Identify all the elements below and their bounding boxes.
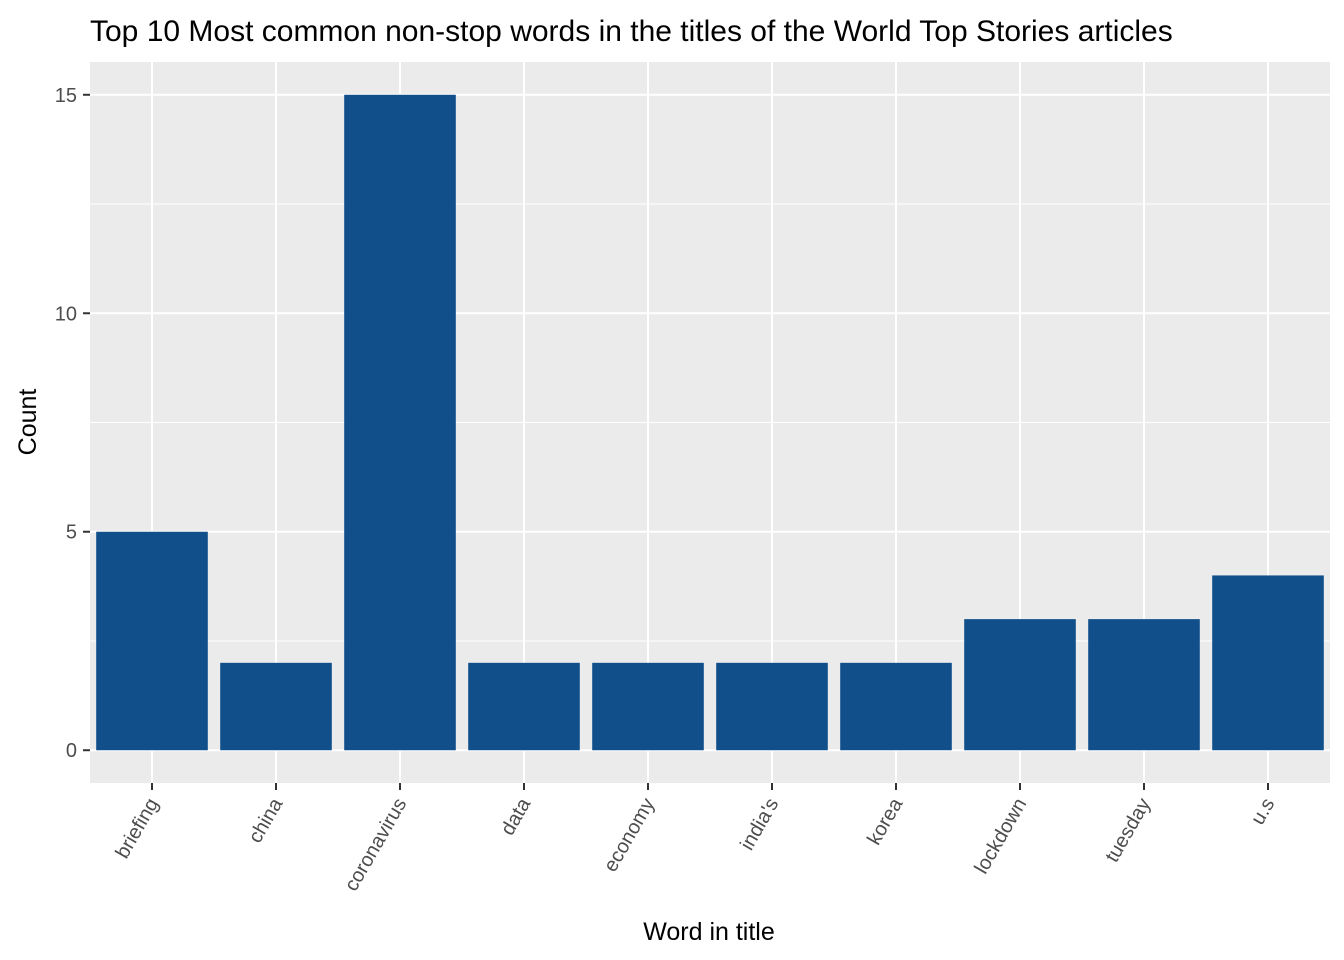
x-tick-label: lockdown	[971, 795, 1032, 878]
bar-lockdown	[964, 619, 1076, 751]
x-tick-label: economy	[600, 795, 660, 876]
bar-coronavirus	[344, 94, 456, 751]
x-tick-label: tuesday	[1101, 795, 1155, 867]
bar-briefing	[96, 531, 208, 751]
bars	[96, 94, 1324, 751]
y-axis: 0 5 10 15	[55, 85, 90, 762]
x-axis-title: Word in title	[643, 918, 775, 946]
bar-tuesday	[1088, 619, 1200, 751]
bar-economy	[592, 662, 704, 751]
chart-title: Top 10 Most common non-stop words in the…	[90, 15, 1173, 48]
x-tick-label: briefing	[111, 795, 163, 863]
y-tick-label: 0	[66, 740, 77, 762]
bar-china	[220, 662, 332, 751]
x-tick-label: korea	[863, 794, 908, 849]
y-axis-title: Count	[14, 389, 42, 456]
y-tick-label: 5	[66, 522, 77, 544]
bar-data	[468, 662, 580, 751]
x-tick-label: china	[244, 794, 287, 847]
y-tick-label: 10	[55, 303, 77, 325]
bar-india-s	[716, 662, 828, 751]
x-axis: briefing china coronavirus data economy india…	[111, 783, 1279, 895]
x-tick-label: india's	[736, 795, 783, 855]
x-tick-label: u.s	[1247, 795, 1279, 829]
x-tick-label: data	[497, 794, 536, 839]
bar-u-s	[1212, 575, 1324, 751]
bar-korea	[840, 662, 952, 751]
x-tick-label: coronavirus	[341, 795, 412, 896]
y-tick-label: 15	[55, 85, 77, 107]
